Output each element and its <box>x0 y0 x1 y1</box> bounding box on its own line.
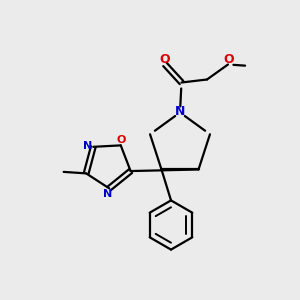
Text: O: O <box>223 53 234 66</box>
Text: N: N <box>83 141 92 151</box>
Text: N: N <box>175 105 185 118</box>
Text: N: N <box>103 189 112 199</box>
Text: O: O <box>159 53 170 66</box>
Text: O: O <box>117 135 126 145</box>
